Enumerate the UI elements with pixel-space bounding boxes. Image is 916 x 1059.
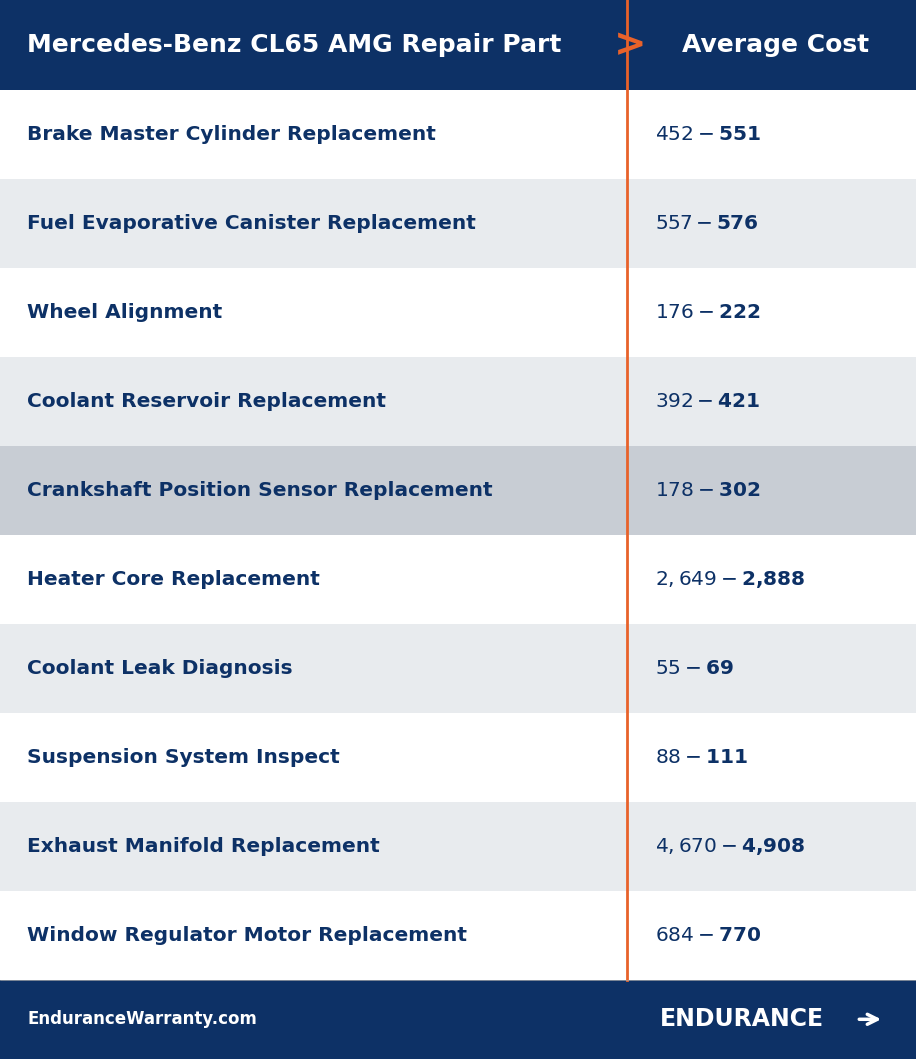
Text: $88 - $111: $88 - $111 [655, 748, 747, 767]
Bar [0, 535, 916, 624]
Bar [0, 90, 916, 179]
Text: EnduranceWarranty.com: EnduranceWarranty.com [27, 1010, 257, 1028]
Text: Window Regulator Motor Replacement: Window Regulator Motor Replacement [27, 926, 467, 945]
Text: $452 - $551: $452 - $551 [655, 125, 760, 144]
Text: Average Cost: Average Cost [682, 33, 869, 57]
Bar [0, 0, 916, 90]
Text: $178 - $302: $178 - $302 [655, 481, 760, 500]
Text: Fuel Evaporative Canister Replacement: Fuel Evaporative Canister Replacement [27, 214, 476, 233]
Text: >: > [614, 26, 646, 64]
Text: $176 - $222: $176 - $222 [655, 303, 760, 322]
Text: $684 - $770: $684 - $770 [655, 926, 761, 945]
Bar [0, 713, 916, 802]
Text: $2,649 - $2,888: $2,649 - $2,888 [655, 569, 805, 590]
Text: Mercedes-Benz CL65 AMG Repair Part: Mercedes-Benz CL65 AMG Repair Part [27, 33, 562, 57]
Text: Coolant Reservoir Replacement: Coolant Reservoir Replacement [27, 392, 387, 411]
Text: Suspension System Inspect: Suspension System Inspect [27, 748, 340, 767]
Bar [0, 357, 916, 446]
Text: Crankshaft Position Sensor Replacement: Crankshaft Position Sensor Replacement [27, 481, 493, 500]
Text: Coolant Leak Diagnosis: Coolant Leak Diagnosis [27, 659, 293, 678]
Text: Wheel Alignment: Wheel Alignment [27, 303, 223, 322]
Bar [0, 891, 916, 980]
Text: $55 - $69: $55 - $69 [655, 659, 734, 678]
Text: Heater Core Replacement: Heater Core Replacement [27, 570, 321, 589]
Bar [0, 624, 916, 713]
Bar [0, 802, 916, 891]
Bar [0, 980, 916, 1059]
Text: ENDURANCE: ENDURANCE [660, 1007, 823, 1031]
Text: Exhaust Manifold Replacement: Exhaust Manifold Replacement [27, 837, 380, 856]
Text: $4,670 - $4,908: $4,670 - $4,908 [655, 836, 805, 857]
Text: Brake Master Cylinder Replacement: Brake Master Cylinder Replacement [27, 125, 436, 144]
Bar [0, 179, 916, 268]
Bar [0, 446, 916, 535]
Text: $557 - $576: $557 - $576 [655, 214, 758, 233]
Bar [0, 268, 916, 357]
Text: $392 - $421: $392 - $421 [655, 392, 760, 411]
